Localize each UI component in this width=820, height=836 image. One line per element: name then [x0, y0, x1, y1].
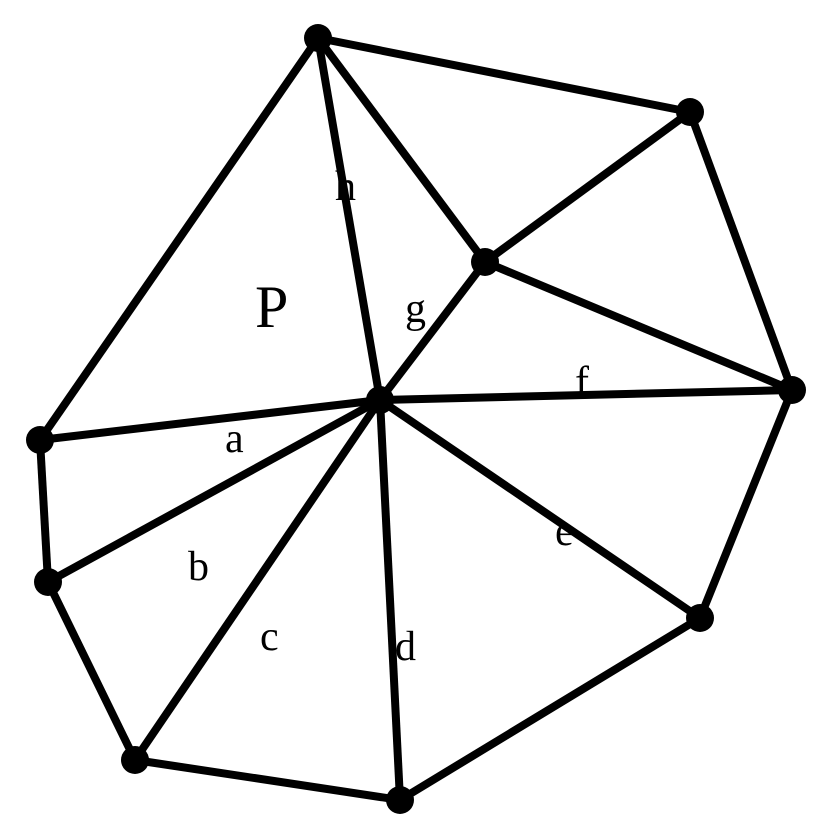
edge	[48, 582, 135, 760]
edge	[135, 760, 400, 800]
node	[121, 746, 149, 774]
node	[778, 376, 806, 404]
edge	[318, 38, 690, 112]
edge	[700, 390, 792, 618]
region-labels-group: P	[255, 274, 288, 340]
node	[366, 386, 394, 414]
edge	[380, 262, 485, 400]
edge	[400, 618, 700, 800]
edge	[690, 112, 792, 390]
node	[34, 568, 62, 596]
edge-label: c	[260, 614, 279, 660]
edge	[318, 38, 380, 400]
edge	[40, 38, 318, 440]
edge	[380, 400, 700, 618]
edge-label: f	[575, 359, 589, 405]
node	[386, 786, 414, 814]
edge-label: d	[395, 624, 416, 670]
network-diagram: a b c d e f g h P	[0, 0, 820, 836]
edge	[48, 400, 380, 582]
edge	[40, 400, 380, 440]
edge-label: b	[188, 544, 209, 590]
edge	[40, 440, 48, 582]
edge-label: e	[555, 509, 574, 555]
edges-group	[40, 38, 792, 800]
edge	[135, 400, 380, 760]
edge	[485, 262, 792, 390]
edge-label: h	[335, 164, 356, 210]
node	[676, 98, 704, 126]
edge-label: a	[225, 416, 244, 462]
edge-label: g	[405, 286, 426, 332]
node	[304, 24, 332, 52]
node	[471, 248, 499, 276]
nodes-group	[26, 24, 806, 814]
edge	[380, 400, 400, 800]
node	[26, 426, 54, 454]
edge	[485, 112, 690, 262]
edge	[318, 38, 485, 262]
region-label: P	[255, 274, 288, 340]
node	[686, 604, 714, 632]
